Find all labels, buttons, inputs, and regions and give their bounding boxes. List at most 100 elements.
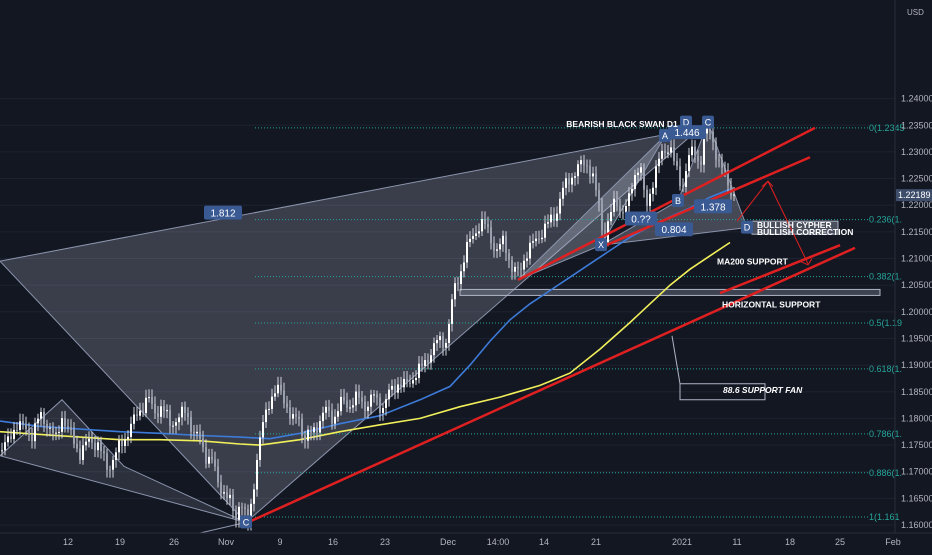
candle-body — [94, 442, 96, 451]
time-tick-label: 25 — [835, 537, 845, 547]
fib-label: 0.5(1.19 — [869, 318, 902, 328]
candle-body — [346, 400, 348, 408]
candle-body — [136, 414, 138, 416]
candle-body — [22, 421, 24, 424]
candle-body — [298, 416, 300, 419]
candle-body — [637, 172, 639, 176]
time-tick-label: 11 — [732, 537, 741, 547]
candle-body — [517, 266, 519, 269]
candle-body — [406, 378, 408, 383]
candle-body — [226, 492, 228, 499]
candle-body — [361, 397, 363, 402]
candle-body — [463, 262, 465, 272]
candle-body — [655, 166, 657, 188]
pattern-point-label: X — [598, 240, 604, 250]
candle-body — [367, 406, 369, 411]
candle-body — [502, 235, 504, 245]
candle-body — [340, 396, 342, 412]
candle-body — [583, 160, 585, 166]
candle-body — [196, 431, 198, 434]
candle-body — [622, 212, 624, 214]
candle-body — [475, 233, 477, 237]
candle-body — [133, 414, 135, 424]
candle-body — [172, 425, 174, 427]
candle-body — [355, 391, 357, 406]
pattern-point-label: D — [683, 118, 690, 128]
pattern-point-label: C — [243, 517, 250, 527]
candle-body — [76, 443, 78, 449]
candle-body — [385, 399, 387, 409]
candle-body — [265, 409, 267, 423]
candle-body — [331, 410, 333, 424]
candle-body — [574, 176, 576, 178]
candle-body — [157, 413, 159, 417]
candle-body — [307, 429, 309, 441]
candle-body — [544, 223, 546, 238]
candle-body — [208, 456, 210, 464]
candle-body — [721, 159, 723, 169]
candle-body — [292, 414, 294, 419]
candle-body — [619, 206, 621, 213]
candle-body — [430, 355, 432, 363]
candle-body — [7, 436, 9, 443]
time-tick-label: 18 — [785, 537, 795, 547]
candle-body — [391, 385, 393, 390]
ratio-box — [655, 222, 693, 237]
candle-body — [163, 406, 165, 411]
candle-body — [100, 442, 102, 452]
candle-body — [91, 438, 93, 443]
candle-body — [640, 167, 642, 173]
candle-body — [166, 410, 168, 412]
candle-body — [49, 427, 51, 429]
candle-body — [550, 214, 552, 223]
candle-body — [571, 177, 573, 185]
candle-body — [490, 227, 492, 244]
candle-body — [151, 397, 153, 404]
candle-body — [586, 165, 588, 167]
candle-body — [412, 380, 414, 384]
candle-body — [418, 363, 420, 378]
candle-body — [202, 438, 204, 448]
candle-body — [376, 394, 378, 398]
candle-body — [112, 459, 114, 470]
candle-body — [694, 146, 696, 156]
candle-body — [10, 436, 12, 439]
red-trendline — [247, 246, 856, 524]
candle-body — [724, 168, 726, 171]
candle-body — [127, 436, 129, 440]
candle-body — [628, 193, 630, 207]
candle-body — [523, 260, 525, 270]
candle-body — [409, 382, 411, 384]
time-tick-label: 23 — [380, 537, 390, 547]
candle-body — [613, 198, 615, 212]
ratio-box — [204, 205, 242, 220]
candle-body — [358, 391, 360, 398]
candle-body — [139, 410, 141, 416]
annotation-text: MA200 SUPPORT — [717, 257, 789, 267]
candle-body — [337, 411, 339, 417]
candle-body — [565, 178, 567, 188]
candle-body — [190, 417, 192, 432]
candle-body — [373, 394, 375, 396]
pattern-point-label: A — [662, 131, 668, 141]
price-tick-label: 1.18000 — [901, 413, 932, 423]
candle-body — [343, 396, 345, 401]
candle-body — [61, 418, 63, 432]
candle-body — [232, 494, 234, 511]
annotation-text: BULLISH CYPHER — [757, 220, 832, 230]
candle-body — [535, 238, 537, 242]
ratio-label: 0.?? — [631, 215, 651, 226]
price-tick-label: 1.20000 — [901, 307, 932, 317]
candle-body — [130, 423, 132, 437]
currency-label: USD — [907, 8, 924, 17]
candle-body — [700, 161, 702, 165]
candle-body — [616, 198, 618, 207]
candle-body — [451, 299, 453, 324]
candle-body — [40, 411, 42, 419]
candle-body — [703, 133, 705, 165]
fib-label: 0(1.2345 — [869, 123, 905, 133]
candle-body — [193, 431, 195, 434]
price-tick-label: 1.20500 — [901, 280, 932, 290]
candle-body — [214, 459, 216, 467]
